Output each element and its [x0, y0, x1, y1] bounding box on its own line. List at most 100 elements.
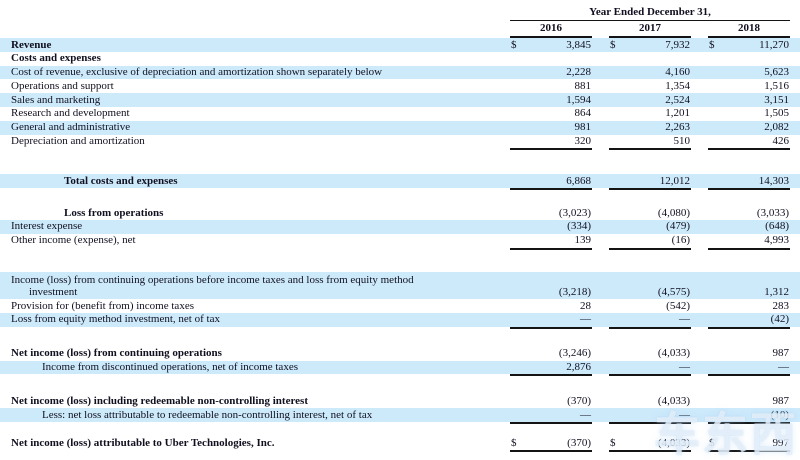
row-label-text: Interest expense	[11, 220, 83, 233]
value-cell-2018: (10)	[708, 408, 790, 424]
value-cell-2018: 2,082	[708, 121, 790, 135]
cell-value: 981	[574, 121, 592, 134]
currency-symbol: $	[610, 38, 616, 51]
value-cell-2018: 987	[708, 394, 790, 408]
table-row: Income (loss) from continuing operations…	[0, 271, 800, 300]
row-label: Net income (loss) from continuing operat…	[0, 347, 493, 361]
row-label-text: General and administrative	[11, 121, 131, 134]
table-row: Loss from equity method investment, net …	[0, 312, 800, 329]
cell-value: (3,033)	[756, 206, 789, 219]
value-cell-2018: 426	[708, 135, 790, 151]
currency-symbol: $	[709, 38, 715, 51]
table-row: Less: net loss attributable to redeemabl…	[0, 408, 800, 424]
cell-value: —	[679, 361, 690, 374]
currency-symbol: $	[610, 436, 616, 449]
cell-value: 4,160	[665, 66, 690, 79]
cell-value: (648)	[765, 220, 789, 233]
value-cell-2017: (479)	[609, 220, 691, 234]
row-spacer	[0, 327, 800, 347]
cell-value: (4,033)	[657, 394, 690, 407]
row-label: Income (loss) from continuing operations…	[0, 272, 493, 300]
row-spacer	[0, 248, 800, 272]
row-label-text: Research and development	[11, 107, 130, 120]
table-row: Operations and support 881 1,354 1,516	[0, 79, 800, 93]
cell-value: 1,594	[566, 93, 591, 106]
row-spacer	[0, 374, 800, 394]
value-cell-2018: 3,151	[708, 93, 790, 107]
table-row: Net income (loss) including redeemable n…	[0, 394, 800, 408]
cell-value: 1,354	[665, 79, 690, 92]
cell-value: (4,033)	[657, 347, 690, 360]
cell-value: —	[580, 313, 591, 326]
value-cell-2018: —	[708, 361, 790, 377]
value-cell-2018: $997	[708, 435, 790, 452]
cell-value: (334)	[567, 220, 591, 233]
cell-value: 7,932	[665, 38, 690, 51]
cell-value: 426	[772, 135, 790, 148]
cell-value: 2,228	[566, 66, 591, 79]
value-cell-2018: (3,033)	[708, 206, 790, 220]
value-cell-2016: 2,228	[510, 66, 592, 80]
cell-value: 283	[772, 299, 790, 312]
row-label: Loss from operations	[0, 206, 493, 220]
cell-value: 1,516	[764, 79, 789, 92]
value-cell-2017: 1,354	[609, 79, 691, 93]
row-label-text-line2: investment	[29, 285, 78, 298]
cell-value: (16)	[671, 234, 690, 247]
value-cell-2018: 987	[708, 347, 790, 361]
header-label-spacer	[0, 21, 510, 38]
value-cell-2018: 5,623	[708, 66, 790, 80]
value-cell-2018: 4,993	[708, 234, 790, 250]
cell-value: (370)	[567, 394, 591, 407]
row-label-text: Income (loss) from continuing operations…	[11, 273, 414, 286]
cell-value: 987	[772, 394, 790, 407]
cell-value: (10)	[770, 408, 789, 421]
value-cell-2016: (3,218)	[510, 272, 592, 300]
value-cell-2016: $3,845	[510, 38, 592, 52]
table-header-years-row: 2016 2017 2018	[0, 21, 800, 38]
cell-value: 320	[574, 135, 592, 148]
cell-value: (3,218)	[558, 285, 591, 298]
cell-value: (42)	[770, 313, 789, 326]
year-columns: 2016 2017 2018	[510, 21, 790, 38]
cell-value: (3,023)	[558, 206, 591, 219]
row-label: Costs and expenses	[0, 52, 493, 66]
row-label-text: Net income (loss) attributable to Uber T…	[11, 436, 275, 449]
value-cell-2017: —	[609, 313, 691, 329]
row-label-text: Other income (expense), net	[11, 234, 136, 247]
cell-value: 2,082	[764, 121, 789, 134]
cell-value: (479)	[666, 220, 690, 233]
row-label: Provision for (benefit from) income taxe…	[0, 299, 493, 313]
cell-value: 2,524	[665, 93, 690, 106]
value-cell-2016: 320	[510, 135, 592, 151]
cell-value: —	[778, 361, 789, 374]
value-cell-2017: $ (4,033)	[609, 435, 691, 452]
cell-value: 1,312	[764, 285, 789, 298]
cell-value: 139	[574, 234, 592, 247]
value-cell-2016: 881	[510, 79, 592, 93]
cell-value: 11,270	[759, 38, 789, 51]
value-cell-2018: 283	[708, 299, 790, 313]
cell-value: —	[580, 408, 591, 421]
table-row: Research and development 864 1,201 1,505	[0, 107, 800, 121]
currency-symbol: $	[511, 38, 517, 51]
cell-value: 3,845	[566, 38, 591, 51]
row-label: Operations and support	[0, 79, 493, 93]
cell-value: 3,151	[764, 93, 789, 106]
cell-value: (542)	[666, 299, 690, 312]
value-cell-2016: (370)	[510, 394, 592, 408]
row-spacer	[0, 188, 800, 206]
cell-value: (4,080)	[657, 206, 690, 219]
value-cell-2016: 6,868	[510, 174, 592, 191]
row-label: Cost of revenue, exclusive of depreciati…	[0, 66, 493, 80]
value-cell-2018: $11,270	[708, 38, 790, 52]
cell-value: 1,201	[665, 107, 690, 120]
value-cell-2017: (542)	[609, 299, 691, 313]
row-label: Interest expense	[0, 220, 493, 234]
row-label: Research and development	[0, 107, 493, 121]
year-column-header-2017: 2017	[609, 21, 691, 38]
cell-value: —	[679, 313, 690, 326]
value-cell-2018	[708, 52, 790, 66]
cell-value: 12,012	[659, 174, 690, 187]
year-column-header-2018: 2018	[708, 21, 790, 38]
